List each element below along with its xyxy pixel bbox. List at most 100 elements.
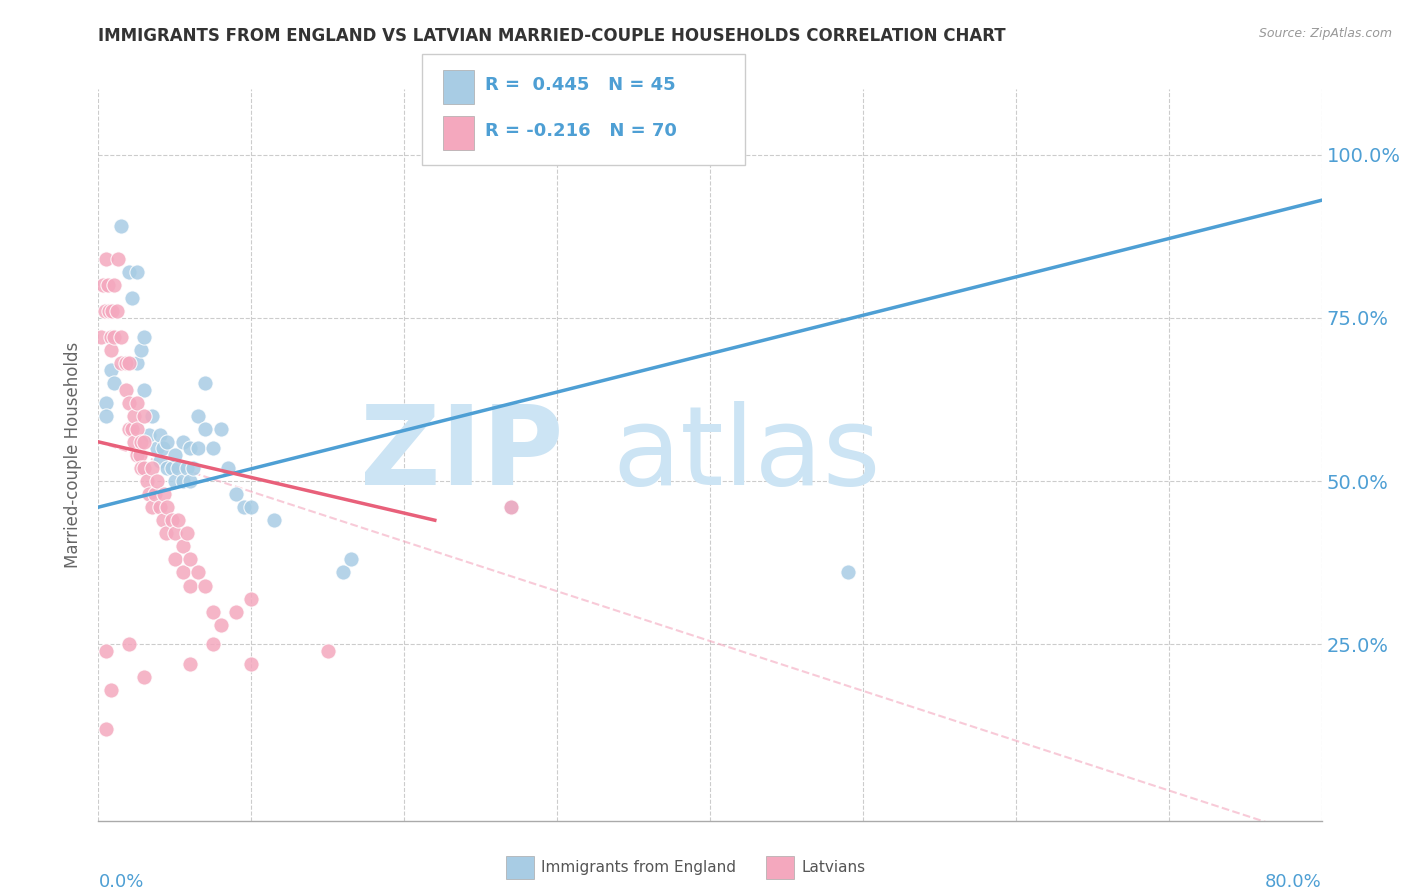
Text: Source: ZipAtlas.com: Source: ZipAtlas.com <box>1258 27 1392 40</box>
Text: ZIP: ZIP <box>360 401 564 508</box>
Point <box>138 428 160 442</box>
Point <box>837 566 859 580</box>
Point <box>100 343 122 358</box>
Point <box>107 252 129 266</box>
Point <box>149 454 172 468</box>
Point <box>156 434 179 449</box>
Point <box>176 461 198 475</box>
Point <box>128 448 150 462</box>
Point <box>110 219 132 234</box>
Point <box>179 552 201 566</box>
Point <box>122 409 145 423</box>
Point <box>118 395 141 409</box>
Point <box>225 487 247 501</box>
Point <box>149 428 172 442</box>
Point <box>97 278 120 293</box>
Point <box>156 500 179 515</box>
Point <box>141 500 163 515</box>
Text: IMMIGRANTS FROM ENGLAND VS LATVIAN MARRIED-COUPLE HOUSEHOLDS CORRELATION CHART: IMMIGRANTS FROM ENGLAND VS LATVIAN MARRI… <box>98 27 1007 45</box>
Point <box>209 422 232 436</box>
Point <box>100 683 122 698</box>
Point <box>153 487 176 501</box>
Point <box>134 383 156 397</box>
Text: Immigrants from England: Immigrants from England <box>541 860 737 874</box>
Point <box>240 657 263 671</box>
Point <box>98 304 121 318</box>
Point <box>138 487 160 501</box>
Point <box>176 526 198 541</box>
Point <box>93 304 115 318</box>
Point <box>263 513 285 527</box>
Point <box>141 409 163 423</box>
Point <box>163 526 186 541</box>
Point <box>172 434 194 449</box>
Point <box>316 644 339 658</box>
Point <box>240 500 263 515</box>
Point <box>125 395 148 409</box>
Point <box>118 357 141 371</box>
Point <box>129 343 152 358</box>
Point <box>172 566 194 580</box>
Point <box>187 566 209 580</box>
Point <box>129 461 152 475</box>
Point <box>172 474 194 488</box>
Point <box>202 605 225 619</box>
Point <box>103 278 125 293</box>
Point <box>103 330 125 344</box>
Text: R = -0.216   N = 70: R = -0.216 N = 70 <box>485 122 676 140</box>
Text: R =  0.445   N = 45: R = 0.445 N = 45 <box>485 76 676 94</box>
Point <box>156 461 179 475</box>
Point <box>134 434 156 449</box>
Point <box>187 409 209 423</box>
Point <box>194 376 217 390</box>
Point <box>136 474 159 488</box>
Point <box>90 330 112 344</box>
Point <box>172 539 194 553</box>
Point <box>202 637 225 651</box>
Point <box>103 376 125 390</box>
Point <box>141 461 163 475</box>
Point <box>121 422 143 436</box>
Point <box>94 409 117 423</box>
Point <box>110 357 132 371</box>
Point <box>332 566 354 580</box>
Point <box>240 591 263 606</box>
Point <box>339 552 361 566</box>
Point <box>125 357 148 371</box>
Point <box>94 644 117 658</box>
Point <box>232 500 254 515</box>
Point <box>100 330 122 344</box>
Point <box>115 357 138 371</box>
Point <box>160 513 183 527</box>
Point <box>160 461 183 475</box>
Point <box>163 448 186 462</box>
Point <box>179 442 201 456</box>
Point <box>125 265 148 279</box>
Point <box>143 487 166 501</box>
Point <box>225 605 247 619</box>
Text: atlas: atlas <box>612 401 880 508</box>
Point <box>167 513 190 527</box>
Point <box>179 474 201 488</box>
Point <box>91 278 114 293</box>
Point <box>110 330 132 344</box>
Point <box>118 637 141 651</box>
Text: 0.0%: 0.0% <box>98 873 143 891</box>
Point <box>181 461 204 475</box>
Text: 80.0%: 80.0% <box>1265 873 1322 891</box>
Point <box>94 252 117 266</box>
Point <box>134 409 156 423</box>
Point <box>179 657 201 671</box>
Point <box>118 265 141 279</box>
Point <box>134 330 156 344</box>
Point <box>163 474 186 488</box>
Point <box>217 461 239 475</box>
Point <box>105 304 128 318</box>
Point <box>167 461 190 475</box>
Y-axis label: Married-couple Households: Married-couple Households <box>65 342 83 568</box>
Point <box>118 422 141 436</box>
Point <box>121 291 143 305</box>
Point <box>94 723 117 737</box>
Point <box>125 422 148 436</box>
Point <box>202 442 225 456</box>
